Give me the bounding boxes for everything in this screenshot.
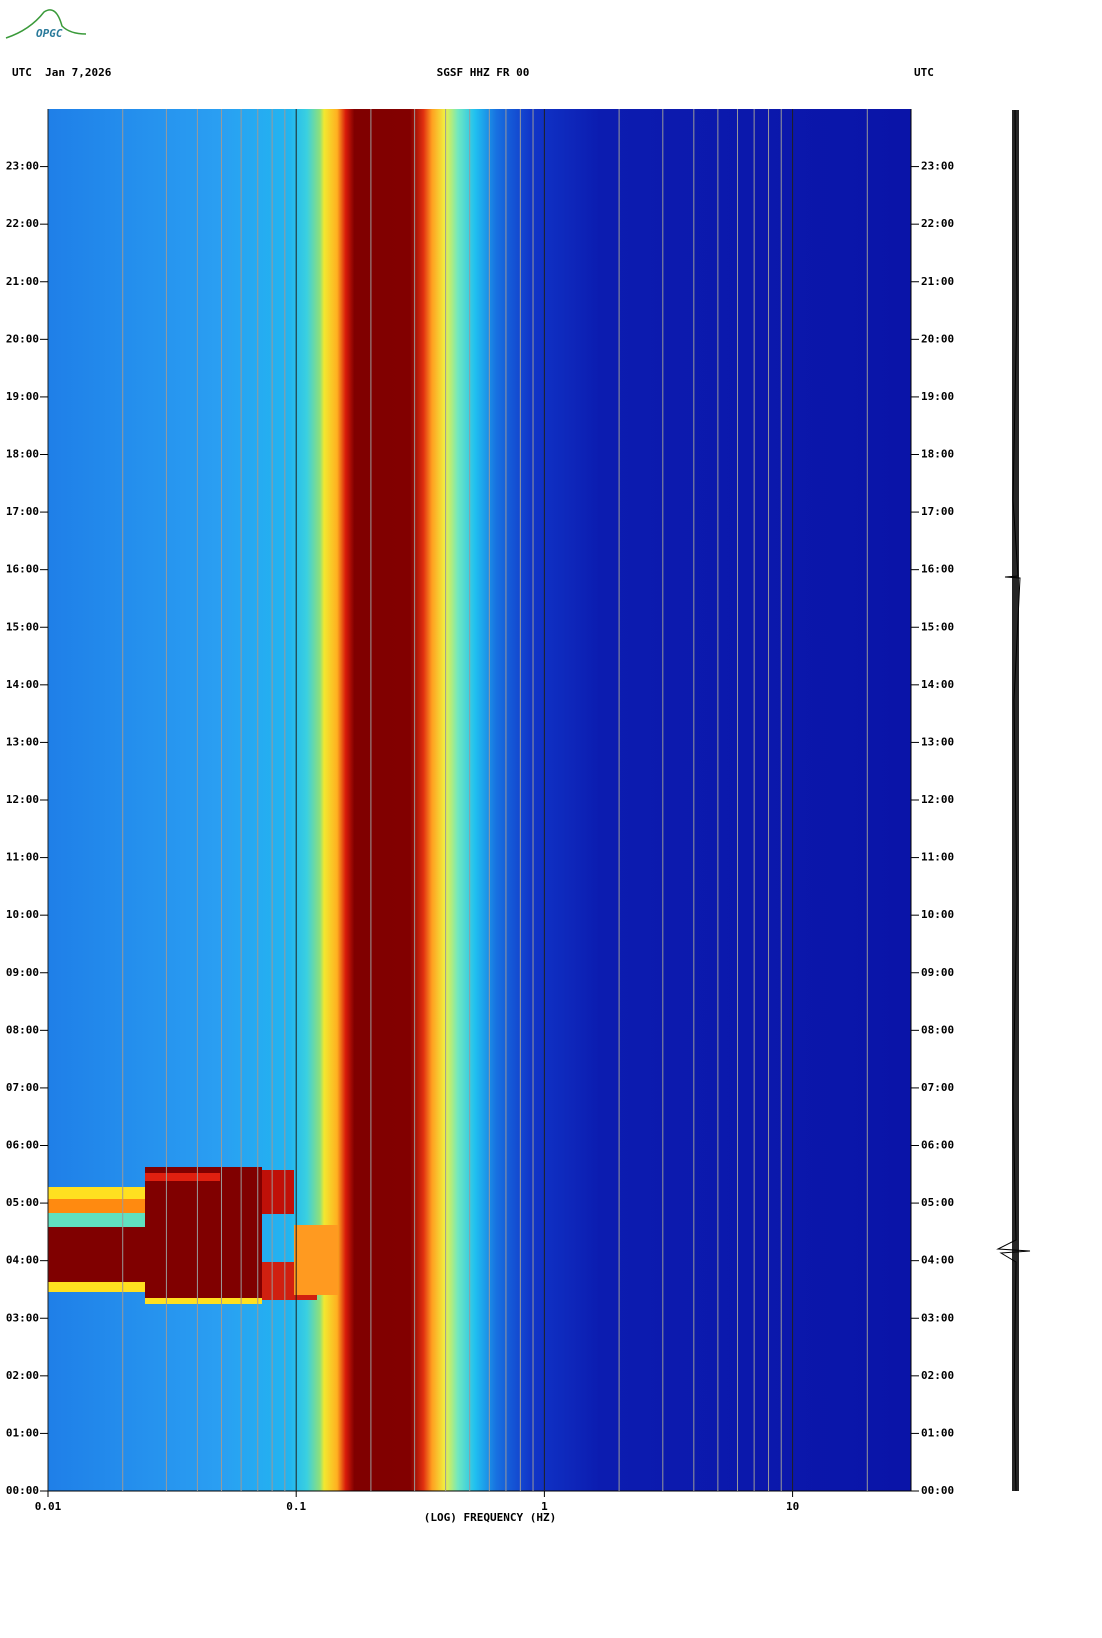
y-tick-label: 02:00 xyxy=(921,1369,954,1382)
y-tick-label: 12:00 xyxy=(921,793,954,806)
y-tick-label: 13:00 xyxy=(6,735,39,748)
header-right: UTC xyxy=(914,66,934,79)
y-tick-label: 19:00 xyxy=(6,390,39,403)
y-tick-label: 23:00 xyxy=(6,160,39,173)
y-tick-label: 04:00 xyxy=(921,1254,954,1267)
y-tick-label: 21:00 xyxy=(921,275,954,288)
y-tick-label: 05:00 xyxy=(921,1196,954,1209)
logo: OPGC xyxy=(36,27,63,40)
y-tick-label: 01:00 xyxy=(921,1426,954,1439)
y-tick-label: 20:00 xyxy=(6,332,39,345)
header-center: SGSF HHZ FR 00 xyxy=(437,66,530,79)
y-tick-label: 13:00 xyxy=(921,735,954,748)
y-tick-label: 01:00 xyxy=(6,1426,39,1439)
y-tick-label: 14:00 xyxy=(6,678,39,691)
y-tick-label: 03:00 xyxy=(6,1311,39,1324)
y-tick-label: 22:00 xyxy=(6,217,39,230)
y-tick-label: 08:00 xyxy=(921,1023,954,1036)
y-tick-label: 04:00 xyxy=(6,1254,39,1267)
y-tick-label: 09:00 xyxy=(921,966,954,979)
y-tick-label: 17:00 xyxy=(921,505,954,518)
y-tick-label: 00:00 xyxy=(6,1484,39,1497)
logo-mark xyxy=(5,9,87,39)
y-tick-label: 08:00 xyxy=(6,1023,39,1036)
x-axis-label: (LOG) FREQUENCY (HZ) xyxy=(424,1511,556,1524)
y-tick-label: 17:00 xyxy=(6,505,39,518)
x-tick-label: 1 xyxy=(541,1500,548,1513)
y-tick-label: 18:00 xyxy=(921,448,954,461)
y-tick-label: 16:00 xyxy=(921,563,954,576)
y-tick-label: 16:00 xyxy=(6,563,39,576)
y-tick-label: 21:00 xyxy=(6,275,39,288)
y-tick-label: 10:00 xyxy=(921,908,954,921)
y-tick-label: 07:00 xyxy=(921,1081,954,1094)
y-tick-label: 03:00 xyxy=(921,1311,954,1324)
y-tick-label: 20:00 xyxy=(921,332,954,345)
y-tick-label: 15:00 xyxy=(6,620,39,633)
x-tick-label: 0.01 xyxy=(35,1500,62,1513)
y-tick-label: 06:00 xyxy=(921,1139,954,1152)
y-tick-label: 11:00 xyxy=(6,851,39,864)
event xyxy=(48,1167,338,1304)
y-tick-label: 02:00 xyxy=(6,1369,39,1382)
x-tick-label: 10 xyxy=(786,1500,799,1513)
y-tick-label: 14:00 xyxy=(921,678,954,691)
y-tick-label: 10:00 xyxy=(6,908,39,921)
y-tick-label: 22:00 xyxy=(921,217,954,230)
x-tick-label: 0.1 xyxy=(286,1500,306,1513)
header-left: UTC Jan 7,2026 xyxy=(12,66,112,79)
y-tick-label: 23:00 xyxy=(921,160,954,173)
y-tick-label: 12:00 xyxy=(6,793,39,806)
y-tick-label: 18:00 xyxy=(6,448,39,461)
y-tick-label: 15:00 xyxy=(921,620,954,633)
y-tick-label: 07:00 xyxy=(6,1081,39,1094)
y-tick-label: 19:00 xyxy=(921,390,954,403)
y-tick-label: 09:00 xyxy=(6,966,39,979)
y-tick-label: 06:00 xyxy=(6,1139,39,1152)
y-tick-label: 05:00 xyxy=(6,1196,39,1209)
waveform-trace xyxy=(1012,110,1019,1491)
y-tick-label: 00:00 xyxy=(921,1484,954,1497)
y-tick-label: 11:00 xyxy=(921,851,954,864)
